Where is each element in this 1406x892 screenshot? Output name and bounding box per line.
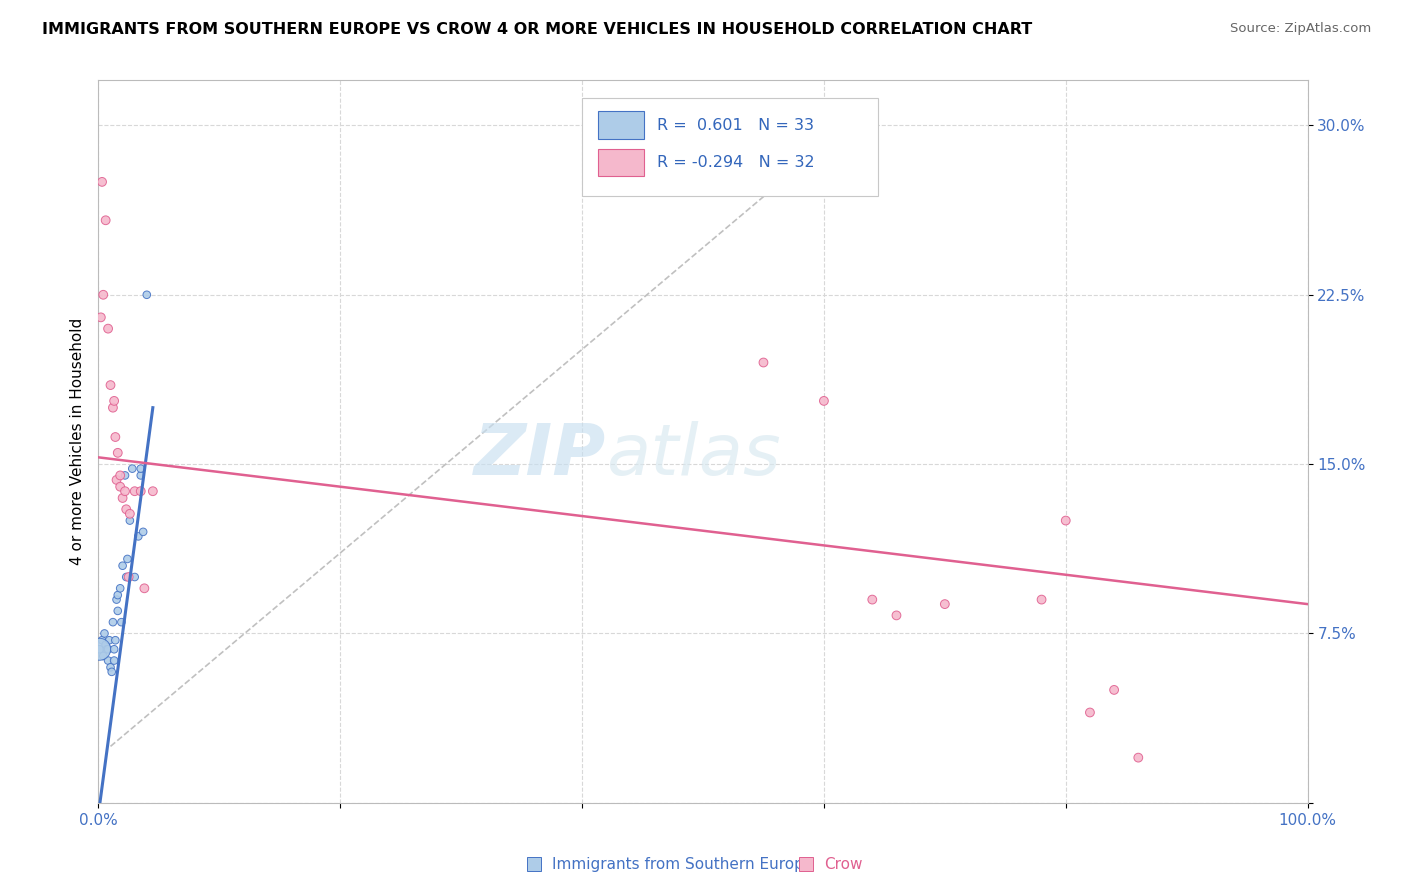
Bar — [582, 98, 879, 196]
Point — [91, 633, 114, 648]
Point — [97, 321, 120, 335]
Text: atlas: atlas — [606, 422, 780, 491]
Text: Source: ZipAtlas.com: Source: ZipAtlas.com — [1230, 22, 1371, 36]
Point — [103, 654, 125, 668]
Text: R =  0.601   N = 33: R = 0.601 N = 33 — [657, 118, 814, 133]
Point — [813, 393, 835, 408]
Point — [752, 355, 775, 369]
Point — [101, 615, 124, 630]
Point — [108, 480, 131, 494]
Point — [94, 638, 117, 652]
Point — [1128, 750, 1150, 764]
Point — [100, 378, 122, 392]
Point — [100, 665, 122, 679]
Point — [107, 588, 129, 602]
Point — [101, 401, 124, 415]
Point — [108, 582, 131, 596]
Point — [127, 529, 149, 543]
Point — [97, 654, 120, 668]
Point — [105, 592, 128, 607]
Point — [103, 642, 125, 657]
Point — [1031, 592, 1053, 607]
Point — [110, 615, 132, 630]
Point — [105, 473, 128, 487]
Point — [117, 552, 139, 566]
Bar — [598, 112, 644, 139]
Point — [111, 491, 134, 505]
Point — [91, 648, 114, 663]
Point — [860, 592, 883, 607]
Point — [118, 514, 141, 528]
Point — [1078, 706, 1101, 720]
Point — [107, 604, 129, 618]
Text: Crow: Crow — [824, 856, 862, 871]
Point — [104, 633, 127, 648]
Text: IMMIGRANTS FROM SOUTHERN EUROPE VS CROW 4 OR MORE VEHICLES IN HOUSEHOLD CORRELAT: IMMIGRANTS FROM SOUTHERN EUROPE VS CROW … — [42, 22, 1032, 37]
Point — [108, 468, 131, 483]
Point — [886, 608, 908, 623]
Point — [121, 461, 143, 475]
Point — [111, 558, 134, 573]
Point — [107, 446, 129, 460]
Text: Immigrants from Southern Europe: Immigrants from Southern Europe — [551, 856, 813, 871]
Point — [98, 633, 121, 648]
Point — [124, 570, 146, 584]
Point — [135, 287, 157, 301]
Point — [1054, 514, 1077, 528]
Point — [118, 570, 141, 584]
Point — [129, 484, 152, 499]
Point — [100, 660, 122, 674]
Y-axis label: 4 or more Vehicles in Household: 4 or more Vehicles in Household — [69, 318, 84, 566]
Point — [89, 642, 111, 657]
Point — [91, 175, 114, 189]
Point — [129, 468, 152, 483]
Point — [90, 310, 112, 325]
Point — [118, 507, 141, 521]
Point — [132, 524, 155, 539]
Point — [124, 484, 146, 499]
Point — [114, 468, 136, 483]
Point — [115, 570, 138, 584]
Point — [89, 642, 111, 657]
Point — [91, 287, 114, 301]
Point — [1102, 682, 1125, 697]
Point — [94, 213, 117, 227]
Point — [97, 642, 120, 657]
Point — [114, 484, 136, 499]
Point — [93, 626, 115, 640]
Point — [129, 461, 152, 475]
Bar — [598, 149, 644, 177]
Text: R = -0.294   N = 32: R = -0.294 N = 32 — [657, 155, 814, 170]
Point — [104, 430, 127, 444]
Text: ZIP: ZIP — [474, 422, 606, 491]
Point — [134, 582, 156, 596]
Point — [934, 597, 956, 611]
Point — [96, 642, 118, 657]
Point — [142, 484, 165, 499]
Point — [103, 393, 125, 408]
Point — [115, 502, 138, 516]
